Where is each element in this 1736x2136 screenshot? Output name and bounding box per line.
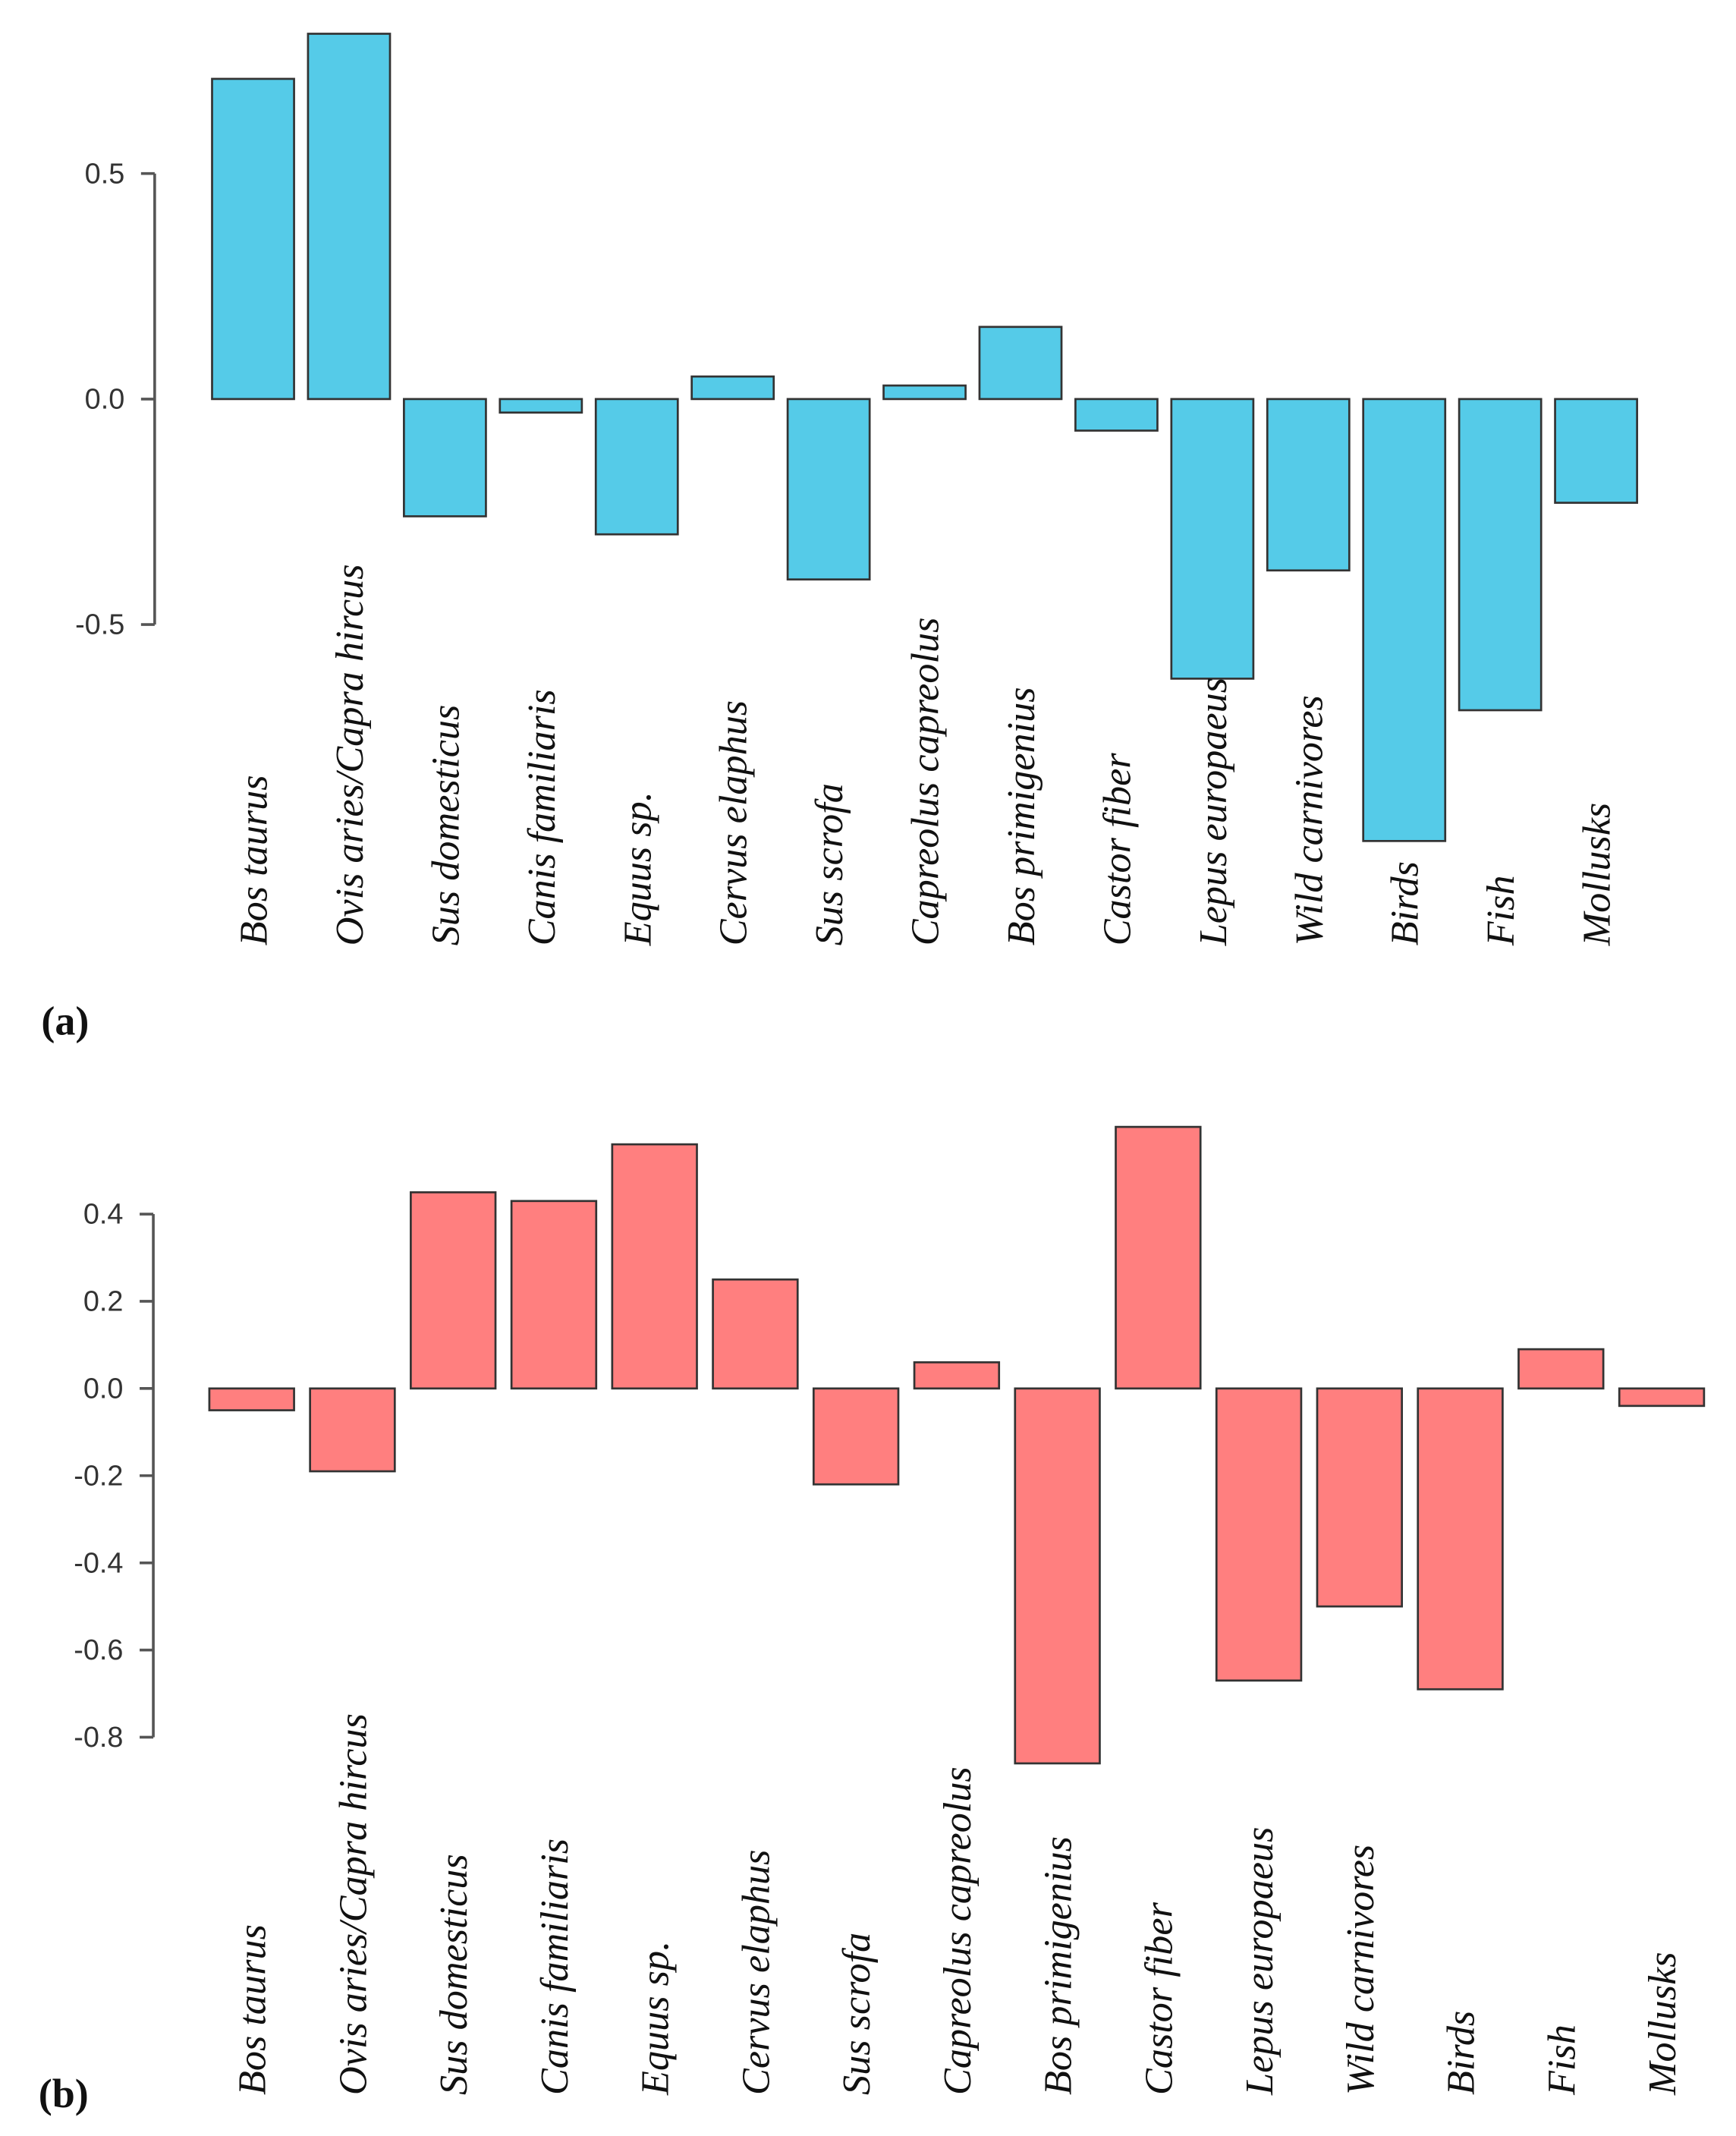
chart-a: 0.5 0.0 -0.5 Bos taurus Ovis aries/Capra hir… (75, 33, 1638, 947)
x-category-label: Bos taurus (232, 775, 276, 945)
bar (403, 398, 487, 517)
x-category-label: Ovis aries/Capra hircus (328, 564, 372, 945)
bar (510, 1200, 598, 1390)
bar (307, 33, 392, 401)
bar (1215, 1387, 1303, 1682)
x-category-label: Equus sp. (634, 1941, 678, 2096)
y-tick-label: 0.4 (83, 1199, 124, 1231)
y-tick-label: 0.5 (85, 158, 125, 190)
panel-label-b: (b) (39, 2071, 89, 2116)
x-category-label: Mollusks (1575, 803, 1619, 947)
bar (611, 1143, 698, 1390)
y-tick-label: 0.0 (85, 384, 125, 416)
y-tick-label: -0.4 (74, 1547, 123, 1579)
bar (690, 375, 775, 401)
chart-b: 0.4 0.2 0.0 -0.2 -0.4 -0.6 -0.8 Bos taurus Ovis … (74, 1125, 1706, 2096)
bar (498, 398, 583, 414)
bar (786, 398, 871, 580)
bar (1170, 398, 1255, 680)
x-category-label: Cervus elaphus (712, 700, 756, 945)
y-tick-label: -0.8 (74, 1722, 123, 1754)
bar (913, 1361, 1001, 1390)
x-category-label: Castor fiber (1137, 1902, 1181, 2095)
panel-label-a: (a) (41, 998, 89, 1043)
x-category-label: Wild carnivores (1287, 695, 1331, 945)
x-category-label: Capreolus capreolus (936, 1766, 980, 2095)
x-category-label: Bos primigenius (1036, 1836, 1080, 2095)
y-tick-label: -0.5 (75, 609, 124, 641)
x-category-label: Bos taurus (231, 1924, 275, 2095)
bar (208, 1387, 295, 1411)
x-category-label: Sus domesticus (423, 705, 467, 946)
x-category-label: Birds (1439, 2011, 1483, 2095)
x-category-label: Equus sp. (615, 791, 659, 946)
x-category-label: Wild carnivores (1338, 1845, 1382, 2095)
bar (410, 1191, 497, 1390)
x-category-label: Canis familiaris (520, 689, 564, 945)
bar (1417, 1387, 1504, 1691)
bar (1266, 398, 1351, 572)
x-category-label: Bos primigenius (999, 687, 1043, 945)
bar (1316, 1387, 1404, 1608)
bar (1115, 1125, 1202, 1390)
y-tick-label: -0.6 (74, 1634, 123, 1666)
x-category-label: Sus scrofa (835, 1933, 879, 2095)
x-category-label: Canis familiaris (533, 1839, 577, 2095)
bar (1458, 398, 1543, 712)
x-category-label: Castor fiber (1095, 753, 1139, 946)
x-category-label: Mollusks (1640, 1952, 1684, 2096)
bar (812, 1387, 900, 1486)
bar (712, 1278, 799, 1390)
x-category-label: Birds (1383, 861, 1427, 945)
x-category-label: Fish (1539, 2024, 1583, 2096)
y-tick-label: -0.2 (74, 1460, 123, 1492)
x-category-label: Sus scrofa (807, 783, 851, 945)
bar (1074, 398, 1159, 432)
x-category-label: Capreolus capreolus (904, 618, 948, 946)
bar (1014, 1387, 1101, 1765)
x-category-label: Fish (1479, 875, 1523, 946)
x-category-label: Lepus europaeus (1238, 1827, 1282, 2096)
x-category-label: Cervus elaphus (734, 1850, 778, 2095)
y-tick-label: 0.2 (83, 1286, 124, 1318)
x-category-label: Lepus europaeus (1191, 678, 1235, 946)
x-category-label: Sus domesticus (432, 1854, 476, 2095)
bar (594, 398, 679, 536)
bar (1362, 398, 1447, 842)
x-category-label: Ovis aries/Capra hircus (331, 1713, 375, 2095)
bar (211, 77, 295, 401)
bar (1554, 398, 1638, 504)
bar (1517, 1348, 1605, 1390)
bar (309, 1387, 396, 1473)
y-tick-label: 0.0 (83, 1373, 124, 1405)
bar (882, 384, 967, 401)
bar (1618, 1387, 1706, 1408)
bar (978, 326, 1063, 401)
